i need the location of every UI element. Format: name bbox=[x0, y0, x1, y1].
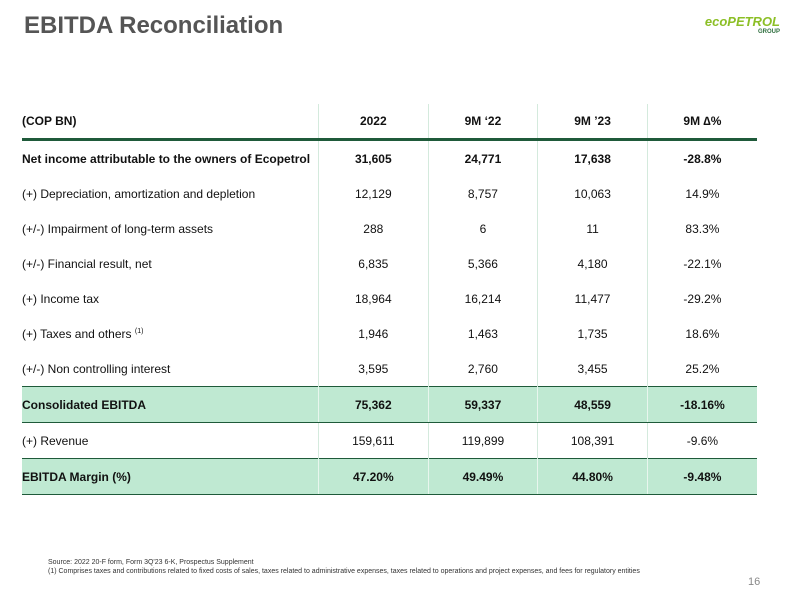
header-row: (COP BN) 2022 9M ‘22 9M ’23 9M ∆% bbox=[22, 104, 757, 141]
logo-brand: ecoPETROL bbox=[704, 14, 780, 29]
cell: 4,180 bbox=[537, 246, 648, 281]
column-header: 9M ’23 bbox=[537, 104, 648, 141]
cell: 44.80% bbox=[537, 458, 648, 495]
row-label: EBITDA Margin (%) bbox=[22, 469, 131, 484]
table-row: (+/-) Financial result, net 6,835 5,366 4,1… bbox=[22, 246, 757, 281]
row-label: (+) Taxes and others bbox=[22, 326, 132, 341]
table-row: (+) Depreciation, amortization and deple… bbox=[22, 176, 757, 211]
cell: 1,463 bbox=[427, 316, 538, 351]
row-label-cell: (+) Income tax bbox=[22, 281, 319, 316]
cell: 3,595 bbox=[318, 351, 429, 387]
cell: 18,964 bbox=[318, 281, 429, 316]
cell: 159,611 bbox=[318, 422, 429, 459]
cell: 119,899 bbox=[427, 422, 538, 459]
cell: 49.49% bbox=[427, 458, 538, 495]
row-label: Consolidated EBITDA bbox=[22, 397, 147, 412]
cell: 1,946 bbox=[318, 316, 429, 351]
cell: 10,063 bbox=[537, 176, 648, 211]
row-label: (+) Depreciation, amortization and deple… bbox=[22, 186, 256, 201]
cell: 3,455 bbox=[537, 351, 648, 387]
cell: 18.6% bbox=[646, 316, 757, 351]
cell: 48,559 bbox=[537, 386, 648, 423]
table-row: (+/-) Impairment of long-term assets 288 6… bbox=[22, 211, 757, 246]
column-header: 9M ‘22 bbox=[427, 104, 538, 141]
cell: -29.2% bbox=[646, 281, 757, 316]
table-row: (+) Taxes and others (1) 1,946 1,463 1,735 1… bbox=[22, 316, 757, 351]
row-label-cell: (+/-) Financial result, net bbox=[22, 246, 319, 281]
cell: 31,605 bbox=[318, 139, 429, 176]
table-row: (+/-) Non controlling interest 3,595 2,760… bbox=[22, 351, 757, 387]
logo-group: GROUP bbox=[757, 29, 780, 35]
cell: 24,771 bbox=[427, 139, 538, 176]
reconciliation-table: (COP BN) 2022 9M ‘22 9M ’23 9M ∆% Net income … bbox=[22, 104, 757, 495]
cell: 5,366 bbox=[427, 246, 538, 281]
cell: -9.6% bbox=[646, 422, 757, 459]
row-label: (+/-) Financial result, net bbox=[22, 256, 152, 271]
cell: 108,391 bbox=[537, 422, 648, 459]
cell: 25.2% bbox=[646, 351, 757, 387]
row-note: (1) bbox=[134, 327, 144, 335]
cell: 75,362 bbox=[318, 386, 429, 423]
cell: 8,757 bbox=[427, 176, 538, 211]
cell: 2,760 bbox=[427, 351, 538, 387]
cell: 6 bbox=[427, 211, 538, 246]
table-row: (+) Revenue 159,611 119,899 108,391 -9.6% bbox=[22, 422, 757, 459]
logo: ecoPETROL GROUP bbox=[705, 14, 780, 35]
cell: -18.16% bbox=[646, 386, 757, 423]
row-label-cell: Net income attributable to the owners of… bbox=[22, 140, 319, 177]
row-label-cell: (+) Taxes and others (1) bbox=[22, 316, 319, 351]
table-row: Net income attributable to the owners of… bbox=[22, 139, 757, 177]
source-note: Source: 2022 20-F form, Form 3Q'23 6-K, … bbox=[48, 559, 254, 566]
cell: 11,477 bbox=[537, 281, 648, 316]
row-label: (+) Revenue bbox=[22, 433, 89, 448]
cell: 6,835 bbox=[318, 246, 429, 281]
column-header: 2022 bbox=[318, 104, 429, 141]
cell: 17,638 bbox=[537, 139, 648, 176]
row-label-cell: (+/-) Impairment of long-term assets bbox=[22, 211, 319, 246]
footnote: (1) Comprises taxes and contributions re… bbox=[48, 568, 640, 575]
row-label-cell: Consolidated EBITDA bbox=[22, 386, 319, 423]
cell: 288 bbox=[318, 211, 429, 246]
cell: 11 bbox=[537, 211, 648, 246]
row-label: (+/-) Impairment of long-term assets bbox=[22, 221, 214, 236]
row-label-cell: (+) Depreciation, amortization and deple… bbox=[22, 176, 319, 211]
cell: -9.48% bbox=[646, 458, 757, 495]
page-number: 16 bbox=[748, 576, 761, 588]
row-label-cell: (+/-) Non controlling interest bbox=[22, 351, 319, 387]
cell: 47.20% bbox=[318, 458, 429, 495]
cell: -28.8% bbox=[646, 139, 757, 176]
slide-title: EBITDA Reconciliation bbox=[24, 12, 284, 39]
cell: 59,337 bbox=[427, 386, 538, 423]
cell: 1,735 bbox=[537, 316, 648, 351]
table-row: Consolidated EBITDA 75,362 59,337 48,559 -18… bbox=[22, 386, 757, 423]
row-label: (+) Income tax bbox=[22, 291, 100, 306]
column-header: 9M ∆% bbox=[646, 104, 757, 141]
row-label-cell: (+) Revenue bbox=[22, 423, 319, 459]
row-label: (+/-) Non controlling interest bbox=[22, 361, 171, 376]
cell: 14.9% bbox=[646, 176, 757, 211]
table-row: EBITDA Margin (%) 47.20% 49.49% 44.80% -9.48… bbox=[22, 458, 757, 495]
cell: -22.1% bbox=[646, 246, 757, 281]
cell: 12,129 bbox=[318, 176, 429, 211]
row-label: Net income attributable to the owners of… bbox=[22, 151, 311, 166]
row-label-cell: EBITDA Margin (%) bbox=[22, 458, 319, 495]
table-row: (+) Income tax 18,964 16,214 11,477 -29.2% bbox=[22, 281, 757, 316]
cell: 16,214 bbox=[427, 281, 538, 316]
cell: 83.3% bbox=[646, 211, 757, 246]
column-header: (COP BN) bbox=[22, 104, 319, 141]
